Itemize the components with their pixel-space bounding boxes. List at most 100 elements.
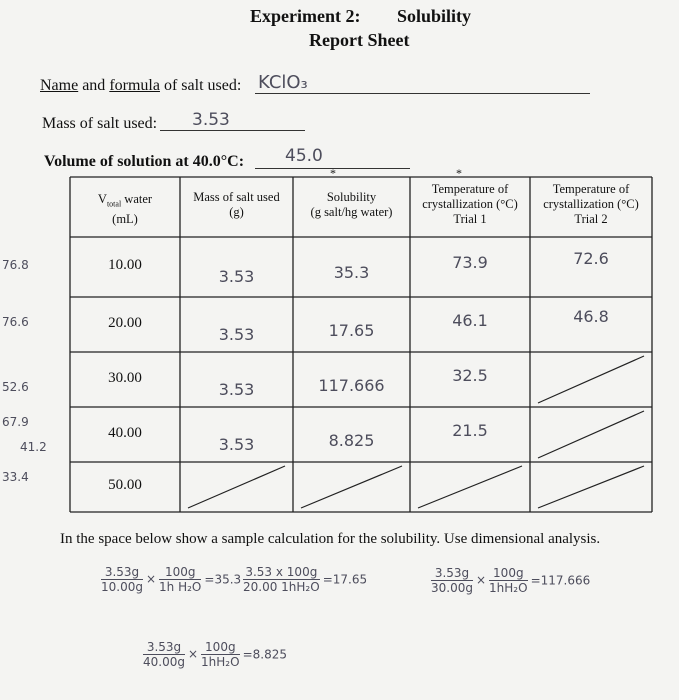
cell-value: 3.53 <box>218 434 255 454</box>
header-text: Trial 1 <box>453 212 487 226</box>
subtitle: Report Sheet <box>309 30 410 50</box>
header-text: (g) <box>229 205 244 219</box>
header-text: Mass of salt used <box>193 190 280 204</box>
result: =117.666 <box>530 573 591 588</box>
cell-value: 40.00 <box>108 424 142 441</box>
header-text: water <box>124 192 153 206</box>
header-text: Solubility <box>326 190 377 204</box>
numerator: 100g <box>205 640 236 654</box>
fraction: 3.53g 10.00g <box>101 565 143 594</box>
cell-value: 3.53 <box>218 324 255 344</box>
subscript: total <box>106 199 122 209</box>
column-header: Temperature of crystallization (°C) Trial … <box>530 182 652 227</box>
answer-line <box>160 130 305 131</box>
result: =35.3 <box>204 572 242 587</box>
label-word: Name <box>40 77 79 94</box>
field-label: Volume of solution at 40.0°C: <box>44 153 245 170</box>
cell-value: 21.5 <box>452 420 488 440</box>
strike <box>537 410 645 459</box>
result: =8.825 <box>242 647 287 662</box>
operator: × <box>187 647 199 661</box>
cell-value: 3.53 <box>218 267 255 286</box>
header-text: crystallization (°C) <box>543 197 639 211</box>
fraction: 100g 1h H₂O <box>159 565 202 594</box>
symbol: V <box>97 192 107 206</box>
header-text: crystallization (°C) <box>422 197 518 211</box>
cell-value: 117.666 <box>318 375 385 395</box>
fraction: 3.53 x 100g 20.00 1hH₂O <box>243 565 320 594</box>
column-mark: * <box>330 166 336 180</box>
cell-value: 32.5 <box>452 365 488 385</box>
strike <box>300 465 403 509</box>
cell-value: 8.825 <box>328 430 375 450</box>
denominator: 1hH₂O <box>489 580 528 595</box>
cell-value: 73.9 <box>452 253 488 272</box>
label-word: and <box>82 77 106 94</box>
fraction: 3.53g 30.00g <box>431 566 473 595</box>
fraction: 3.53g 40.00g <box>143 640 185 669</box>
numerator: 3.53g <box>434 566 470 580</box>
header-text: Temperature of <box>431 182 509 196</box>
cell-value: 20.00 <box>108 314 142 331</box>
denominator: 20.00 1hH₂O <box>243 579 320 594</box>
title: Experiment 2: <box>250 6 361 26</box>
header-text: Temperature of <box>552 182 630 196</box>
answer: 45.0 <box>285 146 323 166</box>
numerator: 3.53g <box>104 565 140 579</box>
fraction: 100g 1hH₂O <box>489 566 528 595</box>
denominator: 40.00g <box>143 654 185 669</box>
calculation: 3.53g 10.00g × 100g 1h H₂O =35.3 <box>98 565 241 594</box>
margin-note: 76.8 <box>2 258 29 272</box>
answer: 3.53 <box>192 110 230 130</box>
operator: × <box>145 572 157 586</box>
column-header: Mass of salt used (g) <box>180 190 293 220</box>
fraction: 100g 1hH₂O <box>201 640 240 669</box>
strike <box>417 465 523 509</box>
field-label: Mass of salt used: <box>42 115 158 132</box>
numerator: 3.53 x 100g <box>245 565 318 579</box>
cell-value: 46.8 <box>573 306 609 326</box>
cell-value: 50.00 <box>108 477 142 493</box>
margin-note: 76.6 <box>2 315 29 329</box>
denominator: 10.00g <box>101 579 143 594</box>
margin-note: 41.2 <box>20 440 47 454</box>
cell-value: 30.00 <box>108 369 142 386</box>
header-text: Trial 2 <box>574 212 608 226</box>
column-header: Temperature of crystallization (°C) Trial … <box>410 182 530 227</box>
result: =17.65 <box>322 572 368 587</box>
strike <box>537 355 645 404</box>
denominator: 1hH₂O <box>201 654 240 669</box>
column-mark: * <box>456 166 462 180</box>
strike <box>537 465 645 509</box>
topic: Solubility <box>397 6 472 26</box>
instruction: In the space below show a sample calcula… <box>60 531 601 547</box>
calculation: 3.53g 40.00g × 100g 1hH₂O =8.825 <box>140 640 287 669</box>
cell-value: 35.3 <box>333 263 370 282</box>
numerator: 3.53g <box>146 640 182 654</box>
column-header: Solubility (g salt/hg water) <box>293 190 410 220</box>
answer-line <box>255 168 410 169</box>
margin-note: 67.9 <box>2 415 29 429</box>
margin-note: 52.6 <box>2 380 29 394</box>
calculation: 3.53 x 100g 20.00 1hH₂O =17.65 <box>240 565 367 594</box>
header-text: (mL) <box>112 211 138 226</box>
cell-value: 17.65 <box>328 320 375 340</box>
operator: × <box>475 573 487 587</box>
denominator: 30.00g <box>431 580 473 595</box>
calculation: 3.53g 30.00g × 100g 1hH₂O =117.666 <box>428 566 590 595</box>
answer-line <box>255 93 590 94</box>
answer: KClO₃ <box>258 72 308 93</box>
numerator: 100g <box>164 565 196 579</box>
cell-value: 3.53 <box>218 379 255 399</box>
cell-value: 46.1 <box>452 310 488 330</box>
label-word: of salt used: <box>163 77 242 94</box>
header-text: (g salt/hg water) <box>310 205 393 219</box>
strike <box>187 465 286 509</box>
field-label: Name and formula of salt used: <box>40 77 241 95</box>
label-word: formula <box>109 77 160 94</box>
cell-value: 72.6 <box>573 249 609 268</box>
numerator: 100g <box>493 566 524 580</box>
cell-value: 10.00 <box>108 257 142 273</box>
column-header: Vtotal water (mL) <box>70 192 180 227</box>
